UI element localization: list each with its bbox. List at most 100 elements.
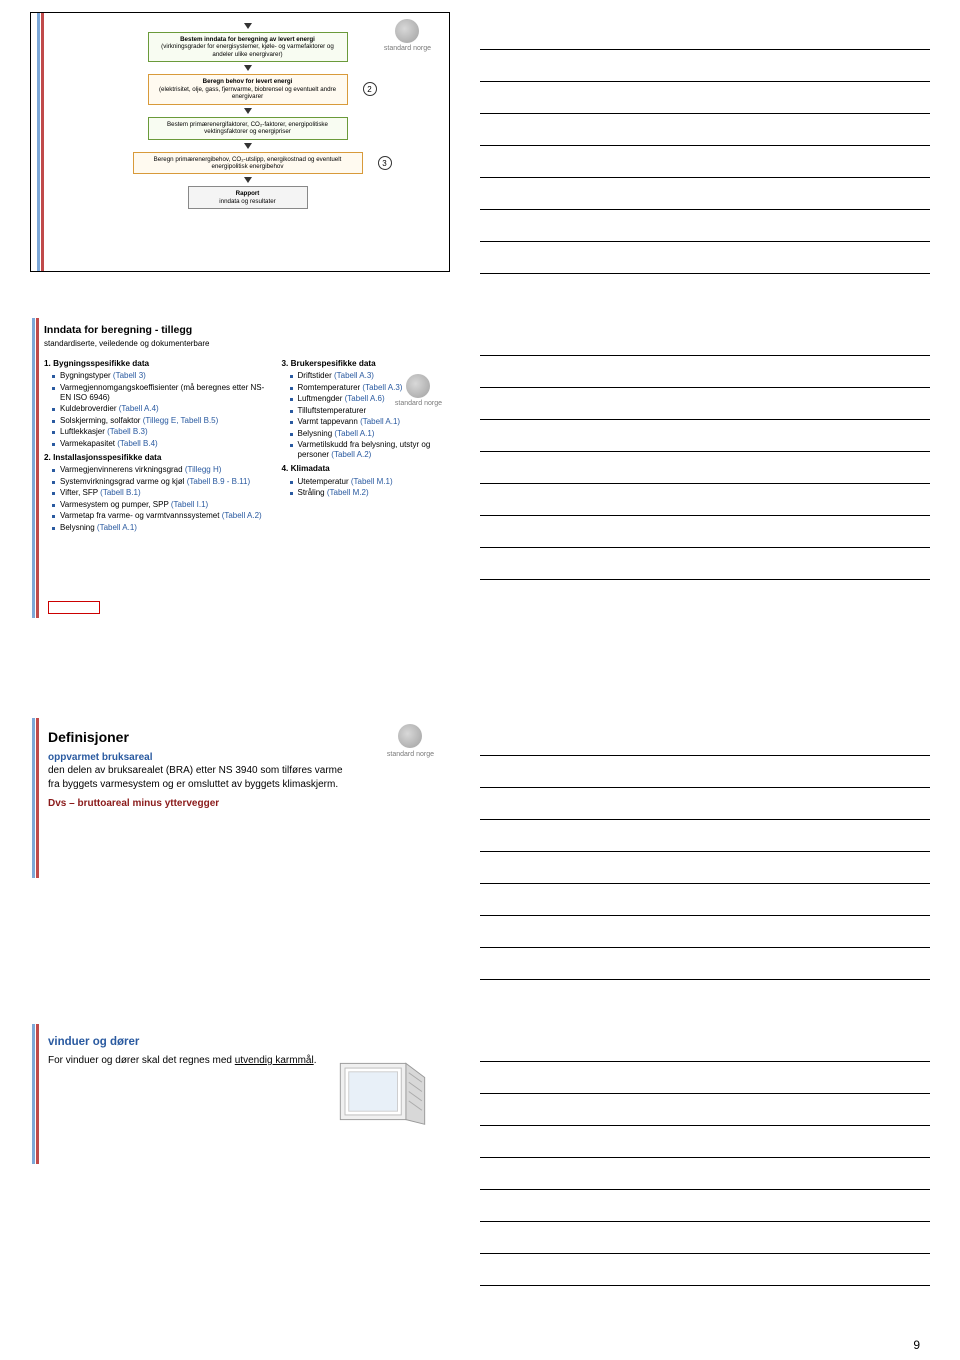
note-line (480, 456, 930, 484)
note-line (480, 1162, 930, 1190)
note-line (480, 824, 930, 852)
flow-arrow-icon (244, 108, 252, 114)
list-item: Varmt tappevann (Tabell A.1) (290, 417, 445, 427)
accent-bar-red (36, 1024, 39, 1164)
note-line (480, 86, 930, 114)
note-line (480, 118, 930, 146)
note-line (480, 888, 930, 916)
notes-area (480, 718, 930, 984)
standard-norge-logo: standard norge (384, 19, 431, 52)
list-item: Varmetilskudd fra belysning, utstyr og p… (290, 440, 445, 460)
slide-title: Inndata for beregning - tillegg (44, 324, 444, 337)
note-line (480, 22, 930, 50)
note-line (480, 182, 930, 210)
note-line (480, 792, 930, 820)
flow-step-badge: 2 (363, 82, 377, 96)
flow-box-5: Rapport inndata og resultater (188, 186, 308, 209)
accent-bar-red (36, 318, 39, 618)
slide-subtitle: standardiserte, veiledende og dokumenter… (44, 339, 444, 349)
flow-step-badge: 3 (378, 156, 392, 170)
list-item: Varmekapasitet (Tabell B.4) (52, 439, 272, 449)
note-line (480, 520, 930, 548)
notes-area (480, 1024, 930, 1290)
flow-box-2: Beregn behov for levert energi (elektris… (148, 74, 348, 104)
section-list: Driftstider (Tabell A.3) Romtemperaturer… (282, 371, 445, 460)
note-line (480, 488, 930, 516)
logo-text: standard norge (384, 45, 431, 52)
list-item: Solskjerming, solfaktor (Tillegg E, Tabe… (52, 416, 272, 426)
list-item: Varmetap fra varme- og varmtvannssysteme… (52, 511, 272, 521)
notes-area (480, 12, 930, 278)
note-line (480, 1194, 930, 1222)
list-item: Varmegjenvinnerens virkningsgrad (Tilleg… (52, 465, 272, 475)
body-text: den delen av bruksarealet (BRA) etter NS… (48, 764, 348, 791)
note-line (480, 1258, 930, 1286)
note-line (480, 920, 930, 948)
list-item: Luftlekkasjer (Tabell B.3) (52, 427, 272, 437)
flow-box-3: Bestem primærenergifaktorer, CO₂-faktore… (148, 117, 348, 140)
list-item: Stråling (Tabell M.2) (290, 488, 445, 498)
section-heading: 4. Klimadata (282, 464, 445, 474)
window-profile-icon (335, 1054, 430, 1129)
accent-bar-blue (32, 318, 35, 618)
flow-arrow-icon (244, 143, 252, 149)
flow-arrow-icon (244, 65, 252, 71)
accent-bar-red (41, 13, 44, 271)
note-line (480, 54, 930, 82)
notes-area (480, 318, 930, 618)
globe-icon (398, 724, 422, 748)
vinduer-slide: vinduer og dører For vinduer og dører sk… (30, 1024, 450, 1164)
globe-icon (395, 19, 419, 43)
note-line (480, 856, 930, 884)
section-list: Bygningstyper (Tabell 3) Varmegjennomgan… (44, 371, 272, 449)
list-item: Tilluftstemperaturer (290, 406, 445, 416)
standard-norge-logo: standard norge (387, 724, 434, 759)
list-item: Bygningstyper (Tabell 3) (52, 371, 272, 381)
section-heading: 1. Bygningsspesifikke data (44, 359, 272, 369)
list-item: Kuldebroverdier (Tabell A.4) (52, 404, 272, 414)
list-item: Varmegjennomgangskoeffisienter (må bereg… (52, 383, 272, 403)
note-line (480, 360, 930, 388)
list-item: Belysning (Tabell A.1) (290, 429, 445, 439)
note-line (480, 1034, 930, 1062)
note-line (480, 760, 930, 788)
flow-arrow-icon (244, 177, 252, 183)
note-line (480, 952, 930, 980)
accent-bar-blue (32, 1024, 35, 1164)
list-item: Varmesystem og pumper, SPP (Tabell I.1) (52, 500, 272, 510)
logo-text: standard norge (387, 751, 434, 758)
slide-title: Definisjoner (48, 728, 440, 747)
flow-arrow-icon (244, 23, 252, 29)
flow-box-1: Bestem inndata for beregning av levert e… (148, 32, 348, 62)
accent-bar-blue (37, 13, 40, 271)
note-line (480, 246, 930, 274)
flowchart-slide: standard norge Bestem inndata for beregn… (30, 12, 450, 272)
note-line (480, 214, 930, 242)
subheading: oppvarmet bruksareal (48, 751, 440, 765)
list-item: Utetemperatur (Tabell M.1) (290, 477, 445, 487)
note-line (480, 1130, 930, 1158)
slide-title: vinduer og dører (48, 1034, 440, 1050)
list-item: Driftstider (Tabell A.3) (290, 371, 445, 381)
section-list: Utetemperatur (Tabell M.1) Stråling (Tab… (282, 477, 445, 499)
list-item: Belysning (Tabell A.1) (52, 523, 272, 533)
note-line (480, 1098, 930, 1126)
note-line (480, 424, 930, 452)
emphasis-text: Dvs – bruttoareal minus yttervegger (48, 797, 440, 811)
definisjoner-slide: standard norge Definisjoner oppvarmet br… (30, 718, 450, 878)
list-item: Systemvirkningsgrad varme og kjøl (Tabel… (52, 477, 272, 487)
inndata-slide: Inndata for beregning - tillegg standard… (30, 318, 450, 618)
accent-bar-red (36, 718, 39, 878)
highlight-box (48, 601, 100, 614)
list-item: Vifter, SFP (Tabell B.1) (52, 488, 272, 498)
note-line (480, 728, 930, 756)
section-heading: 2. Installasjonsspesifikke data (44, 453, 272, 463)
note-line (480, 552, 930, 580)
section-list: Varmegjenvinnerens virkningsgrad (Tilleg… (44, 465, 272, 533)
page-number: 9 (913, 1338, 920, 1352)
section-heading: 3. Brukerspesifikke data (282, 359, 445, 369)
note-line (480, 328, 930, 356)
note-line (480, 392, 930, 420)
list-item: Romtemperaturer (Tabell A.3) (290, 383, 445, 393)
note-line (480, 1066, 930, 1094)
